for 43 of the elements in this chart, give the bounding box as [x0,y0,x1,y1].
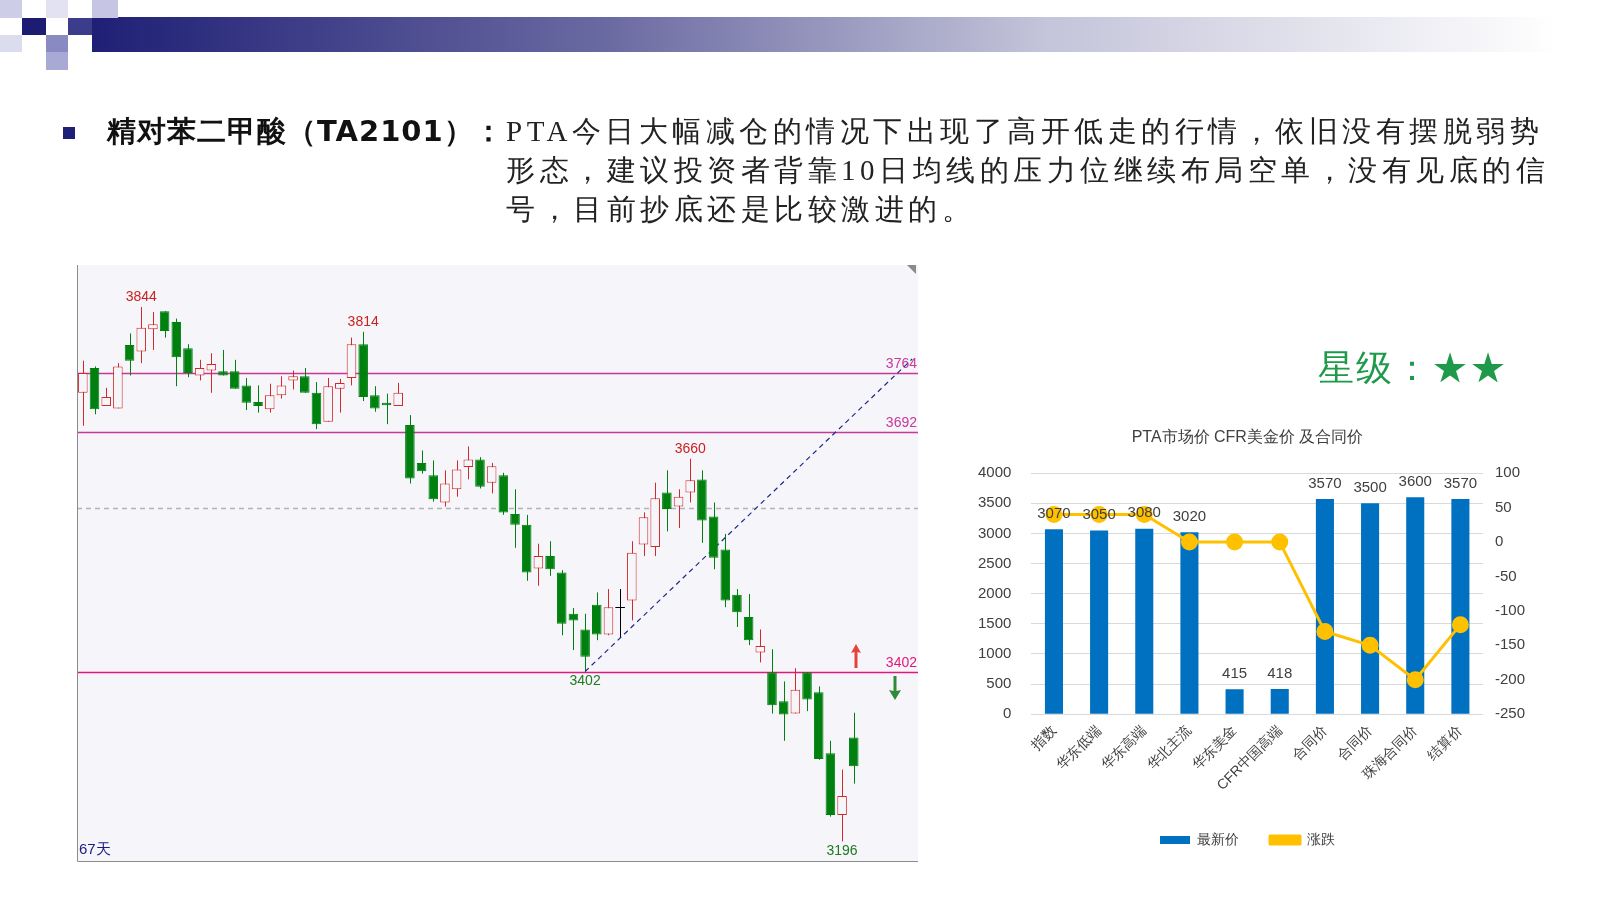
y-tick-label: 500 [986,674,1012,692]
y-tick-label: 2000 [977,583,1012,601]
y-tick-label: 2500 [977,553,1012,571]
x-tick-label: 指数 [1026,721,1059,754]
y-tick-label: 4000 [977,463,1012,481]
data-label: 3600 [1398,471,1432,489]
text: PTA今日大幅减仓的情况下出现了高开低走的行情，依旧没有摆脱弱势形态，建议投资者背靠10日均线的压力位继续布局空单，没有见底的信号，目前抄底还是比较激进的。 [506,114,1550,227]
y2-tick-label: -200 [1494,669,1526,687]
y-tick-label: 3000 [977,523,1012,541]
y-tick-label: 1500 [977,613,1012,631]
y2-tick-label: 0 [1494,532,1504,550]
annotation: 3814 [347,312,379,329]
annotation: 3196 [826,842,858,859]
x-tick-label: 合同价 [1288,721,1330,763]
y-tick-label: 3500 [977,493,1012,511]
data-label: 3020 [1172,506,1207,524]
x-tick-label: 结算价 [1424,721,1466,763]
y2-tick-label: -50 [1494,566,1517,584]
data-label: 3570 [1308,473,1342,491]
y-tick-label: 1000 [977,644,1012,662]
data-label: 3050 [1082,505,1116,523]
annotation: 67天 [79,840,111,858]
y-tick-label: 0 [1003,704,1012,722]
annotation: 3660 [674,439,707,456]
ref-line-label: 3402 [885,654,918,671]
chart-title: 精对苯二甲酸（TA2101）： [107,113,504,150]
data-label: 418 [1267,663,1293,681]
ref-line-label: 3692 [885,414,918,431]
annotation: 3844 [125,287,158,304]
ref-line-label: 3764 [885,355,918,372]
y2-tick-label: 100 [1494,463,1521,481]
data-label: 3570 [1443,473,1478,491]
text: 星级：★★ [1318,348,1508,390]
y2-tick-label: -150 [1494,635,1526,653]
y2-tick-label: 50 [1494,497,1512,515]
chart-title: PTA市场价 CFR美金价 及合同价 [1131,428,1364,446]
legend-label: 最新价 [1197,830,1239,847]
legend-label: 涨跌 [1307,830,1335,847]
y2-tick-label: -250 [1494,704,1526,722]
y2-tick-label: -100 [1494,601,1526,619]
data-label: 415 [1222,663,1248,681]
annotation: 3402 [569,672,601,689]
data-label: 3500 [1353,477,1387,495]
